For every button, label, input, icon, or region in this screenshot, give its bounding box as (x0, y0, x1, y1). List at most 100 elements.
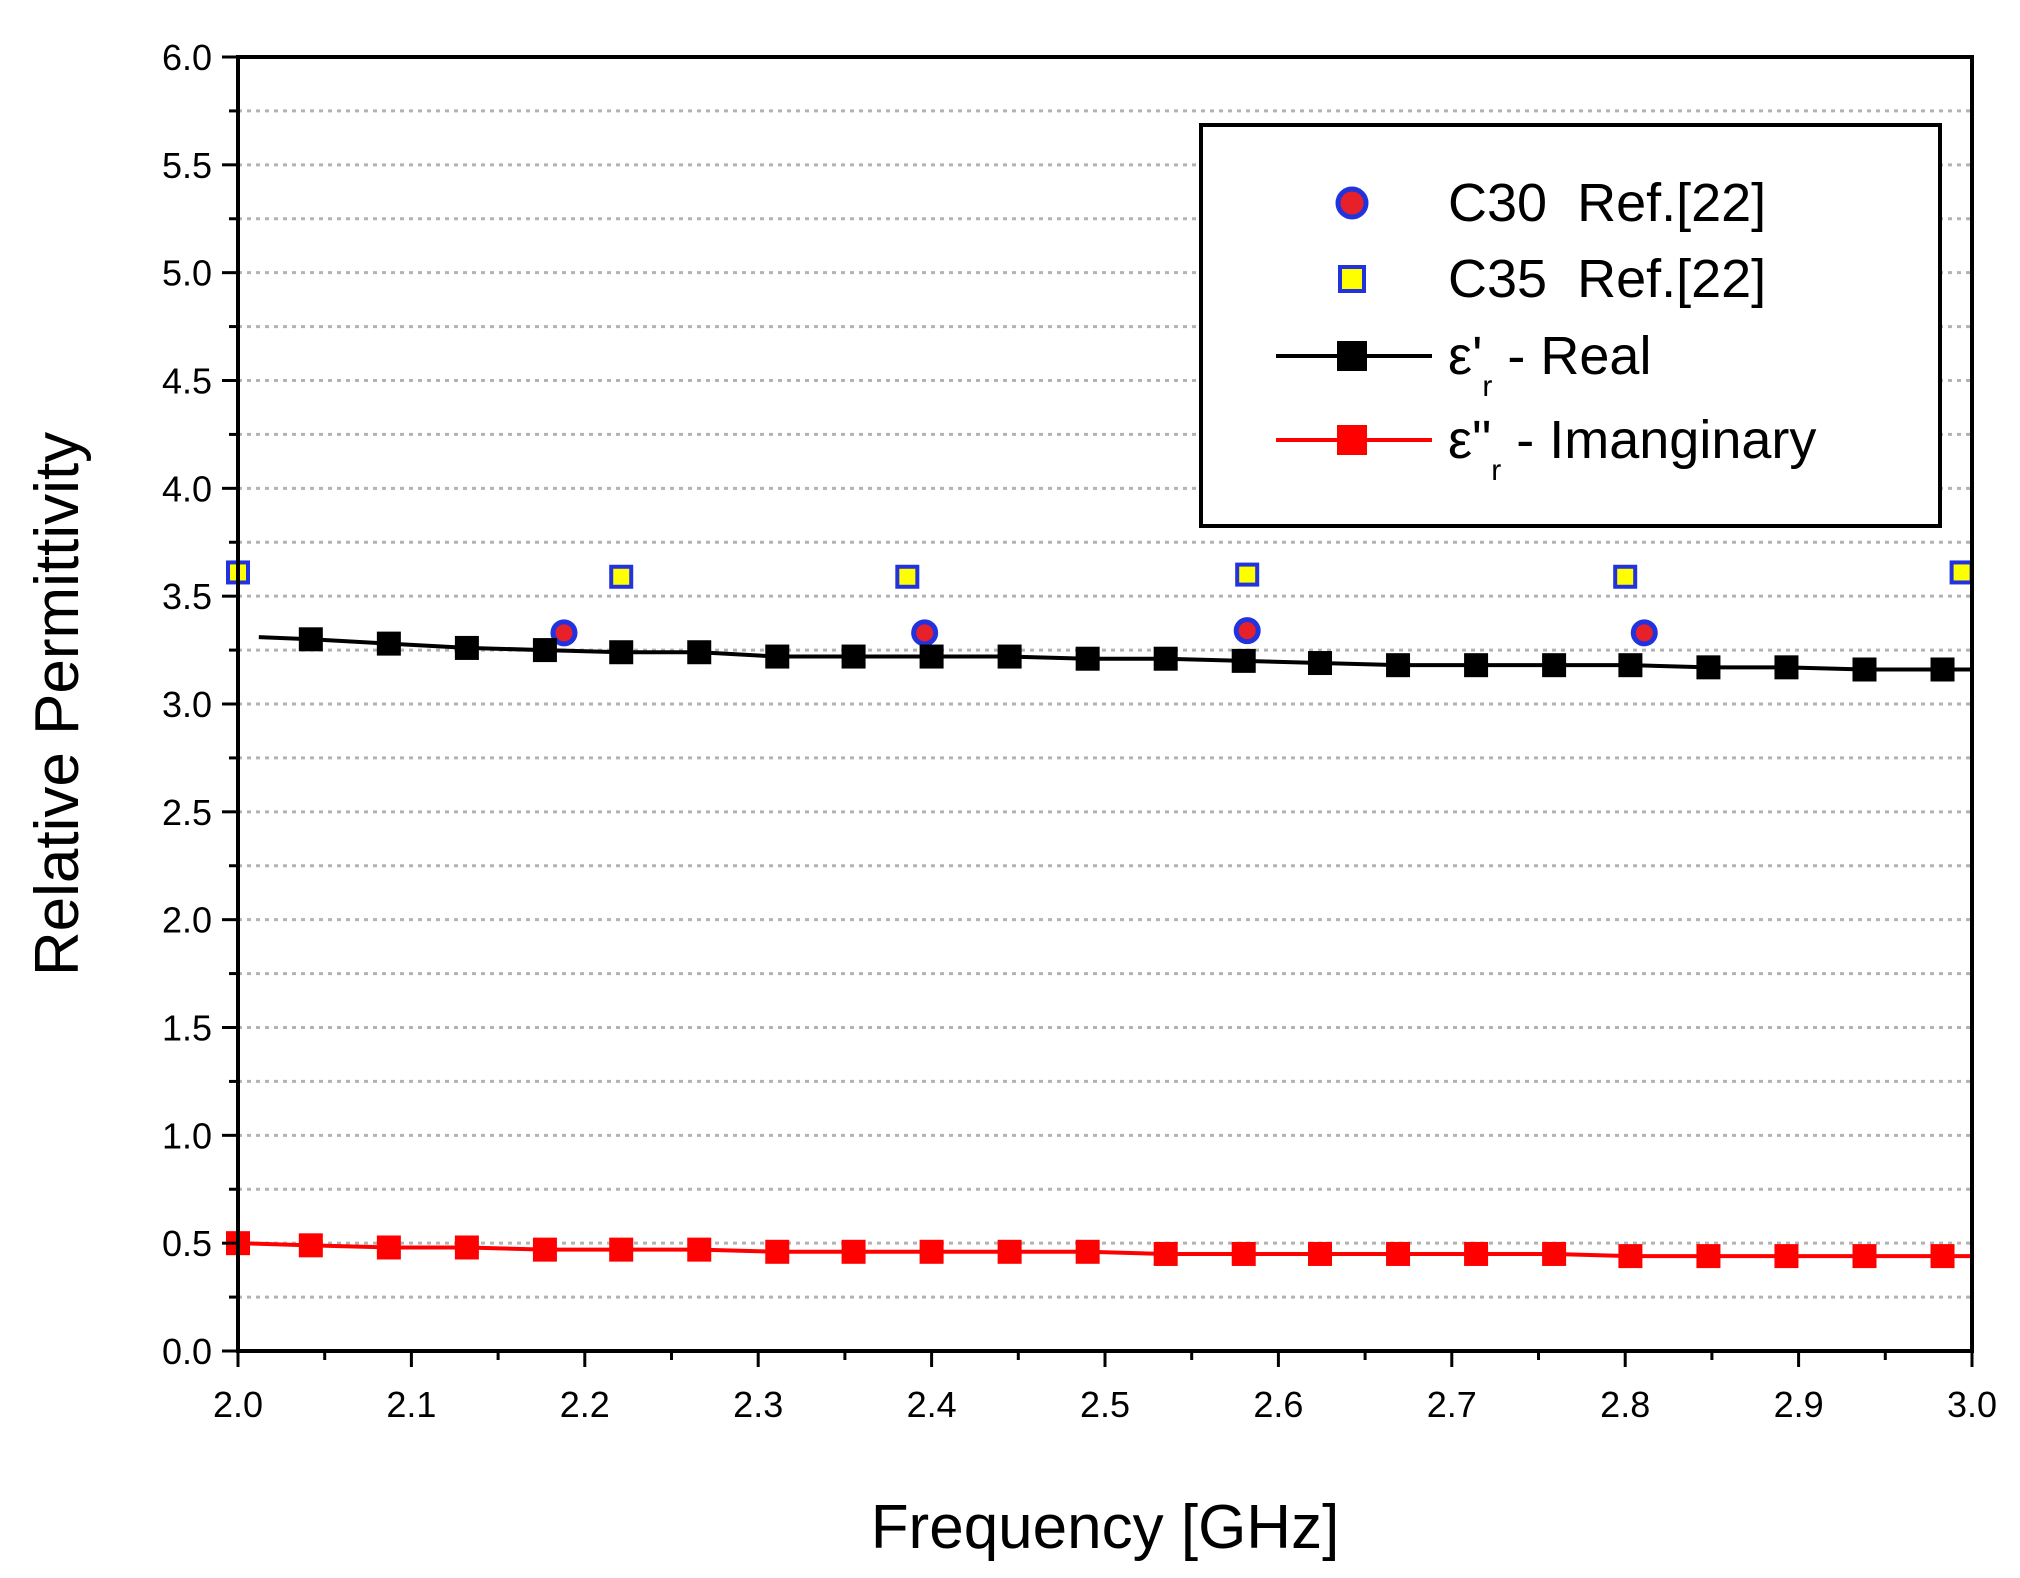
series-line (258, 635, 1972, 672)
data-point (1464, 653, 1489, 678)
data-point (1613, 564, 1638, 589)
y-tick-label: 5.0 (162, 253, 212, 294)
data-point (376, 631, 401, 656)
data-point (298, 1233, 323, 1258)
x-tick-label: 2.8 (1600, 1384, 1650, 1425)
data-point (298, 627, 323, 652)
y-tick-label: 2.5 (162, 792, 212, 833)
legend-label-symbol: ε" (1448, 410, 1491, 470)
series-1 (226, 560, 1974, 589)
x-tick-label: 2.3 (733, 1384, 783, 1425)
data-point (609, 564, 634, 589)
series-0 (550, 617, 1658, 647)
data-point (1308, 1241, 1333, 1266)
legend-entry-1: C35 Ref.[22] (1338, 249, 1766, 309)
legend-entry-3: ε"r - Imanginary (1276, 410, 1816, 487)
data-point (550, 619, 578, 647)
y-axis-title: Relative Permittivity (23, 432, 92, 976)
x-tick-label: 2.6 (1253, 1384, 1303, 1425)
legend-label: C30 Ref.[22] (1448, 173, 1766, 233)
legend-entry-2: ε'r - Real (1276, 326, 1651, 403)
y-tick-label: 0.5 (162, 1223, 212, 1264)
legend-label-text: - Imanginary (1501, 410, 1816, 470)
legend-label-text: - Real (1492, 326, 1651, 386)
x-tick-label: 2.9 (1774, 1384, 1824, 1425)
legend-marker (1338, 265, 1366, 293)
data-point (687, 640, 712, 665)
data-point (609, 1237, 634, 1262)
data-point (841, 1239, 866, 1264)
legend-label: C35 Ref.[22] (1448, 249, 1766, 309)
gridlines (238, 109, 1972, 1299)
x-tick-label: 2.0 (213, 1384, 263, 1425)
data-point (1696, 655, 1721, 680)
legend-marker (1337, 425, 1367, 455)
legend-label-symbol: ε' (1448, 326, 1482, 386)
data-point (1696, 1244, 1721, 1269)
data-point (997, 644, 1022, 669)
series-layer (226, 560, 1974, 1269)
legend-label-subscript: r (1491, 454, 1501, 487)
series-2 (258, 627, 1972, 682)
data-point (1852, 1244, 1877, 1269)
data-point (1233, 617, 1261, 645)
data-point (1231, 1241, 1256, 1266)
data-point (1386, 653, 1411, 678)
data-point (376, 1235, 401, 1260)
data-point (919, 644, 944, 669)
legend-label: ε'r - Real (1448, 326, 1651, 403)
data-point (1949, 560, 1974, 585)
y-tick-label: 5.5 (162, 145, 212, 186)
y-tick-label: 4.0 (162, 468, 212, 509)
data-point (1774, 1244, 1799, 1269)
data-point (911, 619, 939, 647)
data-point (1464, 1241, 1489, 1266)
data-point (1308, 651, 1333, 676)
data-point (1075, 1239, 1100, 1264)
x-tick-label: 2.4 (907, 1384, 957, 1425)
y-tick-label: 3.0 (162, 684, 212, 725)
data-point (687, 1237, 712, 1262)
data-point (1153, 646, 1178, 671)
data-point (895, 564, 920, 589)
y-tick-label: 2.0 (162, 900, 212, 941)
data-point (765, 1239, 790, 1264)
y-tick-label: 1.0 (162, 1115, 212, 1156)
y-tick-label: 6.0 (162, 37, 212, 78)
data-point (1618, 1244, 1643, 1269)
y-tick-label: 3.5 (162, 576, 212, 617)
data-point (454, 1235, 479, 1260)
data-point (1542, 653, 1567, 678)
data-point (1235, 562, 1260, 587)
legend-entry-0: C30 Ref.[22] (1335, 173, 1766, 233)
data-point (1630, 619, 1658, 647)
legend-marker (1335, 186, 1369, 220)
x-tick-label: 2.2 (560, 1384, 610, 1425)
data-point (1542, 1241, 1567, 1266)
data-point (1930, 1244, 1955, 1269)
data-point (532, 638, 557, 663)
y-tick-label: 4.5 (162, 361, 212, 402)
data-point (1386, 1241, 1411, 1266)
series-3 (226, 1231, 1972, 1269)
data-point (919, 1239, 944, 1264)
legend-box (1199, 123, 1942, 528)
data-point (1618, 653, 1643, 678)
data-point (609, 640, 634, 665)
data-point (841, 644, 866, 669)
data-point (454, 635, 479, 660)
x-tick-label: 2.7 (1427, 1384, 1477, 1425)
x-axis-title: Frequency [GHz] (871, 1493, 1340, 1562)
data-point (532, 1237, 557, 1262)
y-tick-label: 1.5 (162, 1008, 212, 1049)
data-point (1852, 657, 1877, 682)
data-point (1075, 646, 1100, 671)
x-tick-label: 3.0 (1947, 1384, 1997, 1425)
y-tick-label: 0.0 (162, 1331, 212, 1372)
x-tick-label: 2.5 (1080, 1384, 1130, 1425)
data-point (1774, 655, 1799, 680)
data-point (765, 644, 790, 669)
data-point (1231, 648, 1256, 673)
